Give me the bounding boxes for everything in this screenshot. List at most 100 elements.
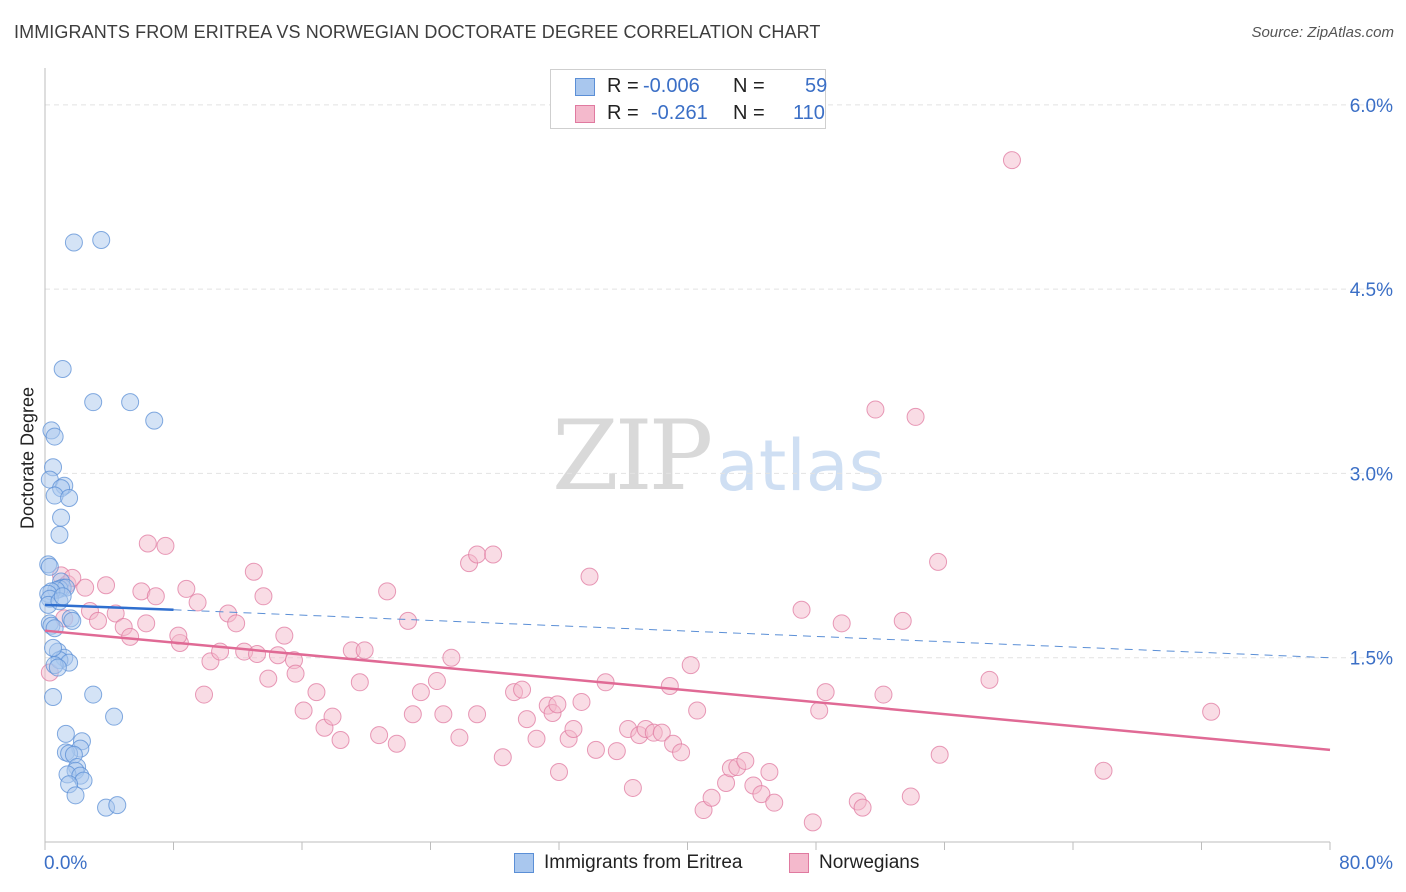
y-tick-label: 1.5% — [1350, 649, 1393, 670]
watermark-zip: ZIP — [552, 400, 713, 512]
norwegian-point — [97, 576, 116, 595]
norwegian-point — [294, 701, 313, 720]
norwegian-point — [195, 685, 214, 704]
norwegian-point — [442, 648, 461, 667]
legend-r-value: -0.006 — [643, 75, 700, 97]
eritrea-point — [40, 557, 59, 576]
norwegian-point — [188, 593, 207, 612]
eritrea-point — [52, 508, 71, 527]
norwegian-point — [866, 400, 885, 419]
norwegian-point — [548, 695, 567, 714]
eritrea-point — [84, 685, 103, 704]
eritrea-point — [145, 411, 164, 430]
y-tick-label: 3.0% — [1350, 464, 1393, 485]
norwegian-point — [137, 614, 156, 633]
norwegian-point — [138, 534, 157, 553]
eritrea-point — [84, 393, 103, 412]
norwegian-point — [527, 729, 546, 748]
norwegian-point — [1002, 151, 1021, 170]
norwegian-point — [286, 664, 305, 683]
norwegian-point — [106, 604, 125, 623]
legend-swatch-eritrea — [575, 78, 595, 96]
eritrea-point — [56, 724, 75, 743]
norwegian-point — [403, 705, 422, 724]
y-tick-label: 6.0% — [1350, 96, 1393, 117]
norwegian-point — [810, 701, 829, 720]
eritrea-point — [64, 233, 83, 252]
norwegian-point — [259, 669, 278, 688]
legend-r-label: R = — [607, 75, 639, 97]
norwegian-point — [652, 723, 671, 742]
norwegian-point — [832, 614, 851, 633]
norwegian-point — [586, 740, 605, 759]
norwegian-point — [387, 734, 406, 753]
norwegian-point — [930, 745, 949, 764]
norwegian-point — [307, 683, 326, 702]
norwegian-point — [468, 705, 487, 724]
norwegian-point — [660, 676, 679, 695]
legend-n-label: N = — [733, 102, 765, 124]
legend-n-value: 110 — [793, 102, 825, 124]
norwegian-point — [1202, 702, 1221, 721]
legend-swatch-norwegians — [575, 105, 595, 123]
watermark-atlas: atlas — [716, 425, 886, 507]
eritrea-point — [50, 525, 69, 544]
norwegian-point — [493, 748, 512, 767]
eritrea-point — [63, 611, 82, 630]
norwegian-point — [411, 683, 430, 702]
eritrea-point — [60, 489, 79, 507]
norwegian-point — [980, 670, 999, 689]
norwegian-point — [607, 742, 626, 761]
eritrea-point — [121, 393, 140, 412]
eritrea-point — [48, 658, 67, 677]
norwegian-point — [76, 578, 95, 597]
eritrea-point — [66, 786, 85, 805]
norwegian-point — [853, 798, 872, 817]
norwegian-point — [275, 626, 294, 645]
norwegian-point — [792, 600, 811, 619]
source-credit: Source: ZipAtlas.com — [1251, 24, 1394, 41]
norwegian-point — [550, 762, 568, 781]
norwegian-point — [399, 611, 418, 630]
norwegian-point — [378, 582, 397, 601]
norwegian-point — [752, 785, 771, 804]
norwegian-point — [906, 407, 925, 426]
norwegian-point — [268, 646, 287, 665]
correlation-legend: R = -0.006 N = 59 R = -0.261 N = 110 — [550, 69, 827, 129]
legend-r-value: -0.261 — [651, 102, 708, 124]
norwegian-point — [254, 587, 273, 606]
norwegian-point — [156, 536, 175, 555]
norwegian-point — [146, 587, 165, 606]
eritrea-point — [108, 796, 127, 815]
legend-r-label: R = — [607, 102, 639, 124]
norwegian-point — [177, 579, 196, 598]
norwegian-point — [331, 731, 350, 750]
norwegian-point — [623, 778, 642, 797]
norwegian-point — [760, 762, 779, 781]
norwegian-point — [572, 692, 591, 711]
norwegian-point — [702, 788, 721, 807]
norwegian-point — [517, 710, 536, 729]
norwegian-point — [370, 726, 389, 745]
norwegian-point — [874, 685, 893, 704]
bottom-legend-swatch-eritrea — [514, 853, 534, 873]
eritrea-trend-extension — [173, 609, 1331, 659]
eritrea-point — [53, 587, 72, 606]
norwegian-point — [765, 793, 784, 812]
eritrea-point — [53, 360, 72, 378]
norwegian-point — [893, 611, 912, 630]
norwegian-point — [688, 701, 707, 720]
legend-n-label: N = — [733, 75, 765, 97]
norwegian-point — [427, 672, 446, 691]
norwegian-point — [803, 813, 822, 832]
x-tick-label: 0.0% — [44, 853, 87, 874]
norwegian-point — [513, 680, 532, 699]
norwegian-point — [672, 743, 691, 762]
norwegian-point — [736, 751, 755, 770]
norwegian-point — [929, 552, 948, 571]
eritrea-point — [45, 619, 64, 638]
norwegian-trend-line — [44, 629, 1331, 752]
eritrea-point — [105, 707, 124, 726]
eritrea-point — [44, 638, 63, 657]
